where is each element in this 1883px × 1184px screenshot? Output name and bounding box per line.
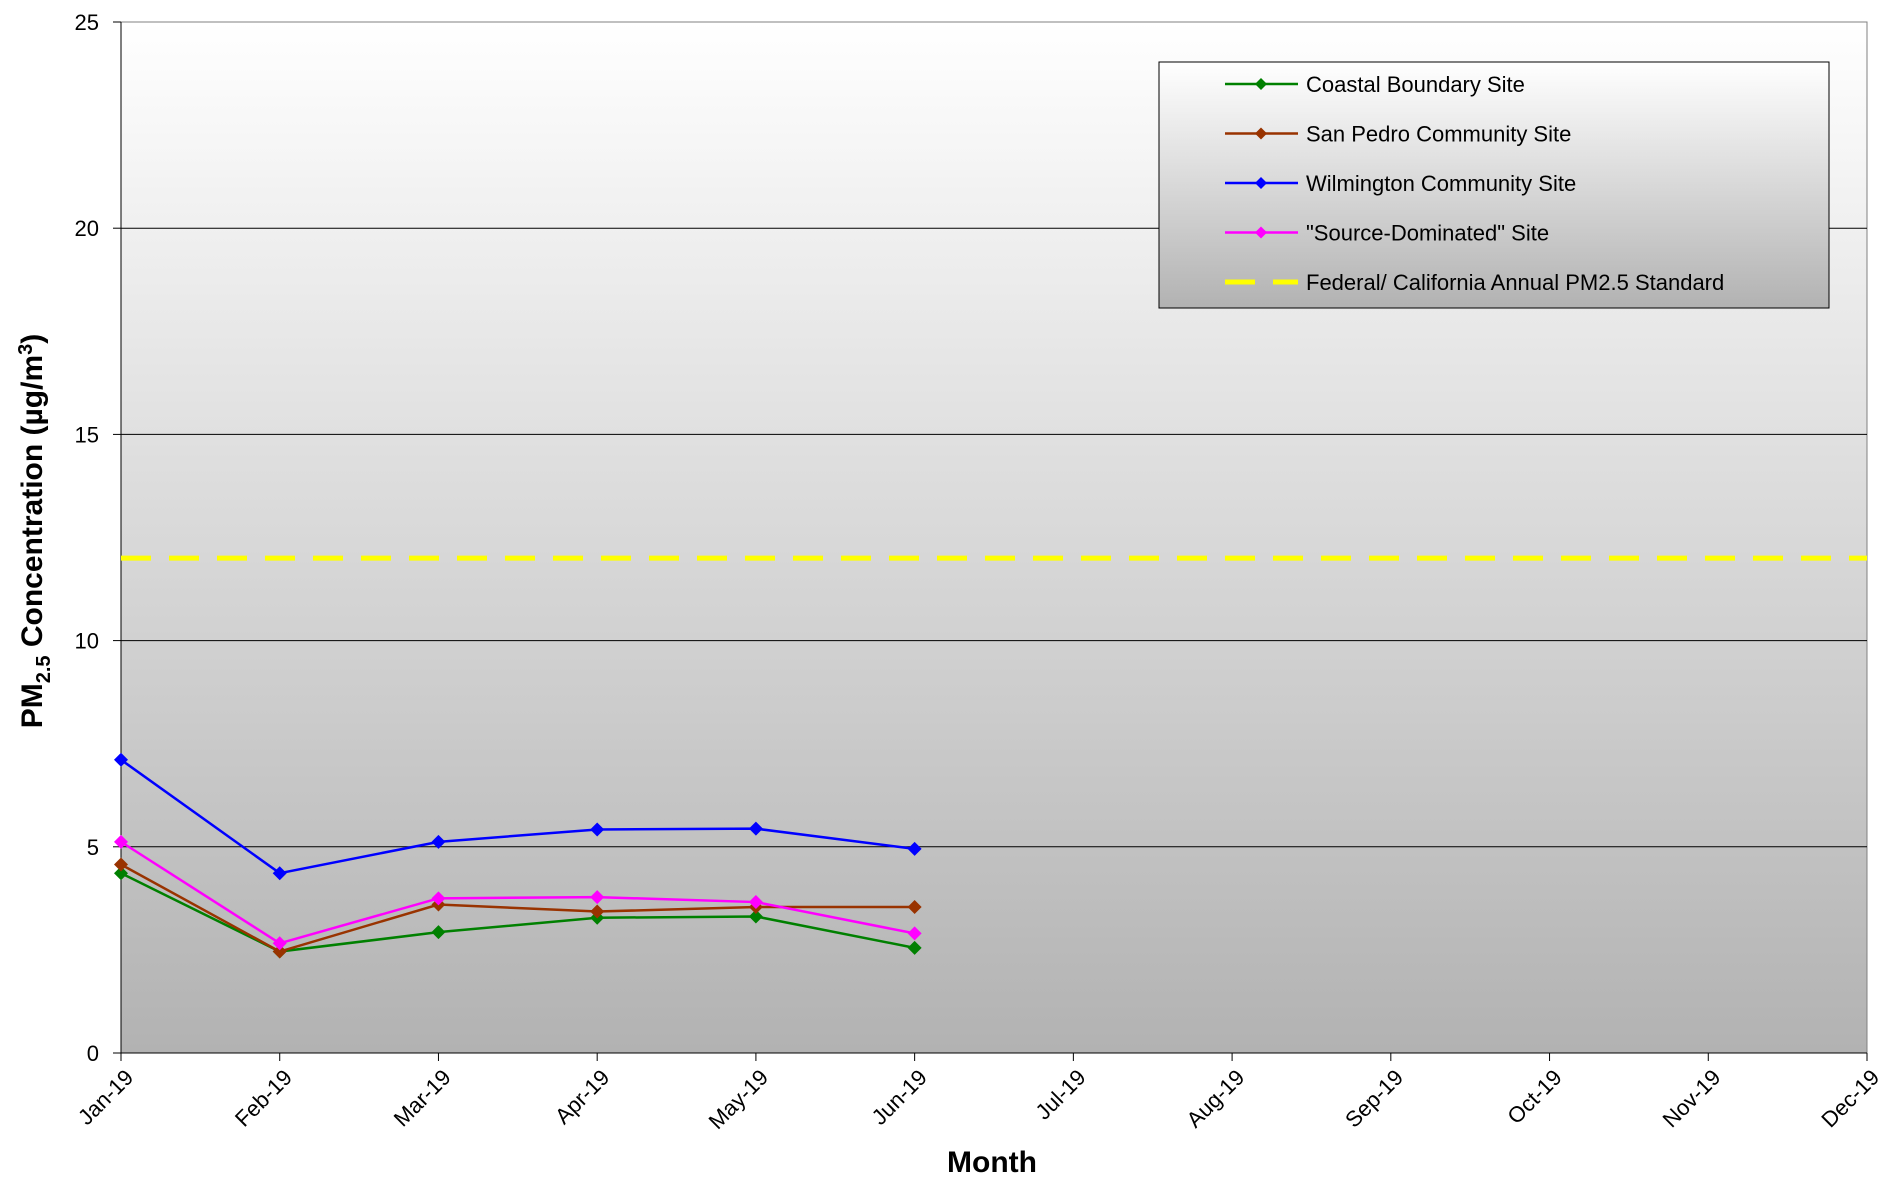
point — [431, 834, 446, 849]
series-line — [120, 840, 915, 945]
point — [114, 857, 128, 872]
legend-label: Federal/ California Annual PM2.5 Standar… — [1306, 270, 1724, 295]
legend-marker — [1255, 127, 1267, 140]
point — [907, 926, 922, 941]
y-tick-label: 20 — [75, 216, 99, 241]
x-tick-label: Feb-19 — [230, 1065, 297, 1132]
y-tick-label: 10 — [75, 629, 99, 654]
y-title-part: PM — [16, 683, 49, 728]
point — [431, 891, 446, 906]
legend-box — [1158, 61, 1830, 309]
y-tick-label: 25 — [75, 10, 99, 35]
point — [590, 890, 605, 905]
y-tick-label: 0 — [87, 1041, 99, 1066]
series-line — [120, 758, 915, 875]
point — [114, 866, 128, 881]
point — [272, 944, 287, 959]
legend-marker — [1255, 226, 1267, 239]
point — [272, 866, 287, 881]
point — [272, 936, 287, 951]
point — [907, 940, 922, 955]
point — [590, 904, 605, 919]
x-tick-label: Apr-19 — [550, 1065, 614, 1129]
x-tick-label: Nov-19 — [1658, 1065, 1726, 1133]
point — [907, 900, 922, 915]
point — [114, 752, 128, 767]
point — [114, 834, 128, 849]
legend-label: "Source-Dominated" Site — [1306, 221, 1549, 246]
series-line — [120, 872, 915, 953]
y-tick-label: 5 — [87, 835, 99, 860]
point — [431, 925, 446, 940]
legend-label: San Pedro Community Site — [1306, 122, 1571, 147]
x-tick-label: Aug-19 — [1181, 1065, 1249, 1133]
x-axis-title: Month — [947, 1146, 1037, 1179]
y-axis-title: PM2.5 Concentration (µg/m3) — [15, 334, 55, 729]
x-tick-label: Sep-19 — [1340, 1065, 1408, 1133]
y-tick-label: 15 — [75, 422, 99, 447]
x-tick-label: Mar-19 — [389, 1065, 456, 1132]
x-tick-label: Dec-19 — [1816, 1065, 1883, 1133]
point — [590, 822, 605, 837]
x-tick-label: Oct-19 — [1502, 1065, 1566, 1129]
x-tick-label: May-19 — [704, 1065, 774, 1135]
y-title-part: ) — [16, 334, 49, 344]
legend-label: Wilmington Community Site — [1306, 171, 1576, 196]
point — [748, 895, 763, 910]
legend-label: Coastal Boundary Site — [1306, 72, 1525, 97]
y-title-sup: 3 — [15, 344, 37, 355]
x-tick-label: Jul-19 — [1031, 1065, 1091, 1125]
point — [907, 841, 922, 856]
y-title-part: Concentration (µg/m — [16, 355, 49, 656]
legend-marker — [1255, 78, 1267, 90]
x-tick-label: Jun-19 — [867, 1065, 932, 1130]
x-tick-label: Jan-19 — [73, 1065, 138, 1130]
point — [748, 909, 763, 924]
y-title-sub: 2.5 — [33, 655, 55, 683]
legend-marker — [1255, 177, 1267, 189]
point — [748, 821, 763, 836]
